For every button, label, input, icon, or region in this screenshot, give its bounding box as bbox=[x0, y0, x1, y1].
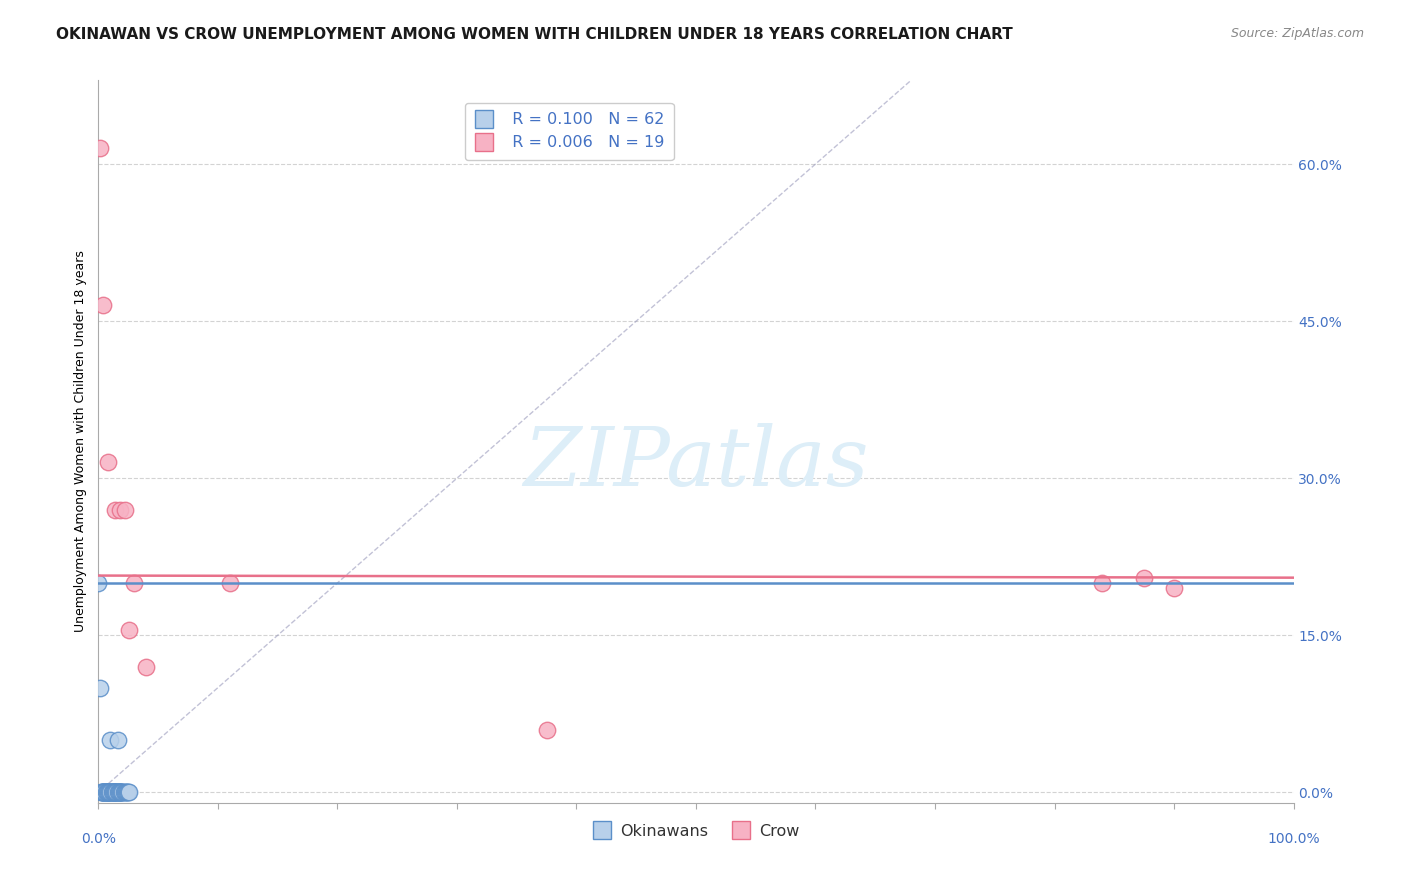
Point bbox=[89, 681, 111, 695]
Point bbox=[115, 785, 138, 799]
Point bbox=[93, 785, 115, 799]
Point bbox=[107, 785, 129, 799]
Point bbox=[107, 785, 129, 799]
Point bbox=[96, 785, 118, 799]
Point bbox=[110, 785, 132, 799]
Point bbox=[111, 785, 134, 799]
Point bbox=[91, 785, 114, 799]
Text: ZIPatlas: ZIPatlas bbox=[523, 423, 869, 503]
Point bbox=[98, 785, 122, 799]
Point bbox=[100, 785, 122, 799]
Point bbox=[108, 502, 131, 516]
Point bbox=[104, 785, 127, 799]
Point bbox=[105, 785, 128, 799]
Point bbox=[110, 785, 132, 799]
Point bbox=[94, 785, 117, 799]
Point bbox=[98, 785, 121, 799]
Point bbox=[114, 785, 136, 799]
Point bbox=[91, 785, 114, 799]
Point bbox=[98, 733, 122, 747]
Point bbox=[100, 785, 122, 799]
Y-axis label: Unemployment Among Women with Children Under 18 years: Unemployment Among Women with Children U… bbox=[75, 251, 87, 632]
Point bbox=[104, 785, 127, 799]
Point bbox=[117, 785, 139, 799]
Point bbox=[98, 785, 122, 799]
Point bbox=[93, 785, 115, 799]
Point bbox=[96, 785, 118, 799]
Point bbox=[90, 785, 112, 799]
Point bbox=[103, 785, 125, 799]
Point bbox=[124, 575, 146, 590]
Point bbox=[91, 298, 114, 312]
Point bbox=[219, 575, 242, 590]
Point bbox=[101, 785, 124, 799]
Point bbox=[108, 785, 131, 799]
Point bbox=[536, 723, 558, 737]
Point bbox=[112, 785, 135, 799]
Point bbox=[89, 141, 111, 155]
Point bbox=[104, 785, 127, 799]
Point bbox=[94, 785, 117, 799]
Point bbox=[115, 785, 138, 799]
Point bbox=[105, 785, 128, 799]
Point bbox=[98, 785, 121, 799]
Point bbox=[91, 785, 114, 799]
Text: OKINAWAN VS CROW UNEMPLOYMENT AMONG WOMEN WITH CHILDREN UNDER 18 YEARS CORRELATI: OKINAWAN VS CROW UNEMPLOYMENT AMONG WOME… bbox=[56, 27, 1012, 42]
Point bbox=[103, 785, 125, 799]
Point bbox=[118, 623, 141, 637]
Point bbox=[101, 785, 124, 799]
Point bbox=[111, 785, 134, 799]
Point bbox=[98, 785, 121, 799]
Point bbox=[101, 785, 124, 799]
Point bbox=[1091, 575, 1114, 590]
Point bbox=[97, 785, 120, 799]
Point bbox=[98, 785, 122, 799]
Point bbox=[91, 785, 114, 799]
Point bbox=[1133, 571, 1156, 585]
Text: 0.0%: 0.0% bbox=[82, 831, 115, 846]
Point bbox=[96, 785, 118, 799]
Point bbox=[103, 785, 125, 799]
Legend: Okinawans, Crow: Okinawans, Crow bbox=[586, 818, 806, 846]
Point bbox=[105, 785, 128, 799]
Point bbox=[107, 785, 129, 799]
Point bbox=[114, 502, 136, 516]
Point bbox=[108, 785, 131, 799]
Point bbox=[97, 785, 120, 799]
Point bbox=[100, 785, 122, 799]
Point bbox=[94, 785, 117, 799]
Point bbox=[104, 502, 127, 516]
Point bbox=[107, 733, 129, 747]
Point bbox=[135, 659, 157, 673]
Point bbox=[97, 455, 120, 469]
Point bbox=[87, 575, 110, 590]
Text: 100.0%: 100.0% bbox=[1267, 831, 1320, 846]
Point bbox=[1163, 581, 1185, 595]
Point bbox=[107, 785, 129, 799]
Point bbox=[93, 785, 115, 799]
Point bbox=[105, 785, 128, 799]
Text: Source: ZipAtlas.com: Source: ZipAtlas.com bbox=[1230, 27, 1364, 40]
Point bbox=[108, 785, 131, 799]
Point bbox=[118, 785, 141, 799]
Point bbox=[107, 785, 129, 799]
Point bbox=[97, 785, 120, 799]
Point bbox=[91, 785, 114, 799]
